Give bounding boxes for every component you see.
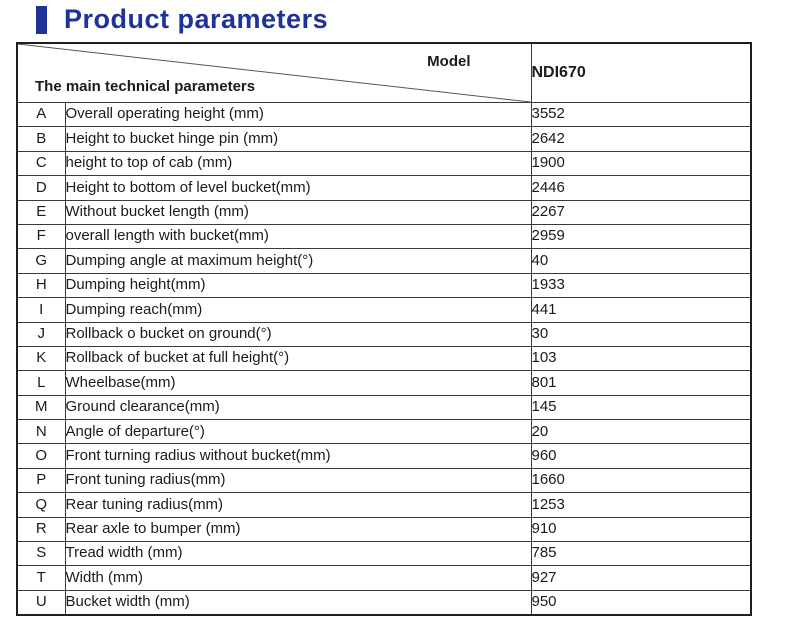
- row-param: Rollback o bucket on ground(°): [64, 321, 532, 347]
- row-key: J: [16, 321, 66, 347]
- table-row: O Front turning radius without bucket(mm…: [16, 443, 752, 469]
- header-model-label: Model: [427, 53, 471, 70]
- row-param: Front turning radius without bucket(mm): [64, 443, 532, 469]
- row-param: Rollback of bucket at full height(°): [64, 345, 532, 372]
- row-value: 1900: [530, 150, 752, 177]
- row-key: F: [16, 223, 66, 250]
- row-value: 1660: [530, 467, 752, 494]
- row-param: Overall operating height (mm): [64, 101, 532, 128]
- table-row: U Bucket width (mm) 950: [16, 589, 752, 616]
- row-value: 145: [530, 394, 752, 421]
- row-param: Bucket width (mm): [64, 589, 532, 616]
- row-param: Rear tuning radius(mm): [64, 492, 532, 518]
- row-param: Ground clearance(mm): [64, 394, 532, 421]
- row-param: overall length with bucket(mm): [64, 223, 532, 250]
- row-value: 2267: [530, 199, 752, 225]
- row-param: Front tuning radius(mm): [64, 467, 532, 494]
- page-header: Product parameters: [36, 4, 328, 35]
- row-key: P: [16, 467, 66, 494]
- row-key: C: [16, 150, 66, 177]
- table-row: E Without bucket length (mm) 2267: [16, 199, 752, 225]
- row-param: Height to bottom of level bucket(mm): [64, 175, 532, 201]
- row-key: E: [16, 199, 66, 225]
- diagonal-line: [18, 44, 531, 102]
- row-value: 2446: [530, 175, 752, 201]
- row-value: 30: [530, 321, 752, 347]
- row-value: 1253: [530, 492, 752, 518]
- row-param: Dumping angle at maximum height(°): [64, 248, 532, 274]
- row-param: Rear axle to bumper (mm): [64, 516, 532, 543]
- table-row: I Dumping reach(mm) 441: [16, 297, 752, 323]
- table-row: R Rear axle to bumper (mm) 910: [16, 516, 752, 543]
- row-key: N: [16, 419, 66, 445]
- parameters-table: Model The main technical parameters NDI6…: [16, 42, 752, 616]
- table-row: N Angle of departure(°) 20: [16, 419, 752, 445]
- row-param: Dumping reach(mm): [64, 297, 532, 323]
- row-param: Width (mm): [64, 565, 532, 591]
- row-value: 950: [530, 589, 752, 616]
- page-title: Product parameters: [64, 4, 329, 34]
- table-row: M Ground clearance(mm) 145: [16, 394, 752, 421]
- row-param: height to top of cab (mm): [64, 150, 532, 177]
- title-accent-bar: [36, 5, 47, 34]
- table-row: C height to top of cab (mm) 1900: [16, 150, 752, 177]
- row-key: L: [16, 370, 66, 396]
- header-model-value: NDI670: [530, 42, 752, 103]
- table-row: A Overall operating height (mm) 3552: [16, 101, 752, 128]
- row-key: B: [16, 126, 66, 152]
- table-row: P Front tuning radius(mm) 1660: [16, 467, 752, 494]
- row-key: I: [16, 297, 66, 323]
- row-value: 910: [530, 516, 752, 543]
- row-key: M: [16, 394, 66, 421]
- header-params-label: The main technical parameters: [35, 77, 256, 95]
- row-key: O: [16, 443, 66, 469]
- table-row: D Height to bottom of level bucket(mm) 2…: [16, 175, 752, 201]
- row-key: T: [16, 565, 66, 591]
- row-key: D: [16, 175, 66, 201]
- table-body: Model The main technical parameters NDI6…: [16, 42, 752, 616]
- table-row: B Height to bucket hinge pin (mm) 2642: [16, 126, 752, 152]
- row-value: 960: [530, 443, 752, 469]
- row-value: 40: [530, 248, 752, 274]
- table-row: T Width (mm) 927: [16, 565, 752, 591]
- table-row: L Wheelbase(mm) 801: [16, 370, 752, 396]
- row-value: 20: [530, 419, 752, 445]
- table-header-row: Model The main technical parameters NDI6…: [16, 42, 752, 103]
- diagonal-header-cell: Model The main technical parameters: [16, 42, 532, 103]
- row-value: 927: [530, 565, 752, 591]
- table-row: Q Rear tuning radius(mm) 1253: [16, 492, 752, 518]
- row-value: 2642: [530, 126, 752, 152]
- row-value: 441: [530, 297, 752, 323]
- row-param: Dumping height(mm): [64, 272, 532, 299]
- row-value: 3552: [530, 101, 752, 128]
- table-row: F overall length with bucket(mm) 2959: [16, 223, 752, 250]
- row-value: 1933: [530, 272, 752, 299]
- row-key: A: [16, 101, 66, 128]
- table-row: G Dumping angle at maximum height(°) 40: [16, 248, 752, 274]
- row-key: R: [16, 516, 66, 543]
- row-key: S: [16, 541, 66, 567]
- table-row: K Rollback of bucket at full height(°) 1…: [16, 345, 752, 372]
- row-key: U: [16, 589, 66, 616]
- row-value: 2959: [530, 223, 752, 250]
- row-key: Q: [16, 492, 66, 518]
- table-row: J Rollback o bucket on ground(°) 30: [16, 321, 752, 347]
- row-param: Angle of departure(°): [64, 419, 532, 445]
- row-param: Wheelbase(mm): [64, 370, 532, 396]
- table-row: H Dumping height(mm) 1933: [16, 272, 752, 299]
- row-value: 103: [530, 345, 752, 372]
- row-value: 785: [530, 541, 752, 567]
- row-key: K: [16, 345, 66, 372]
- row-param: Tread width (mm): [64, 541, 532, 567]
- row-key: G: [16, 248, 66, 274]
- table-row: S Tread width (mm) 785: [16, 541, 752, 567]
- row-param: Without bucket length (mm): [64, 199, 532, 225]
- row-value: 801: [530, 370, 752, 396]
- row-param: Height to bucket hinge pin (mm): [64, 126, 532, 152]
- row-key: H: [16, 272, 66, 299]
